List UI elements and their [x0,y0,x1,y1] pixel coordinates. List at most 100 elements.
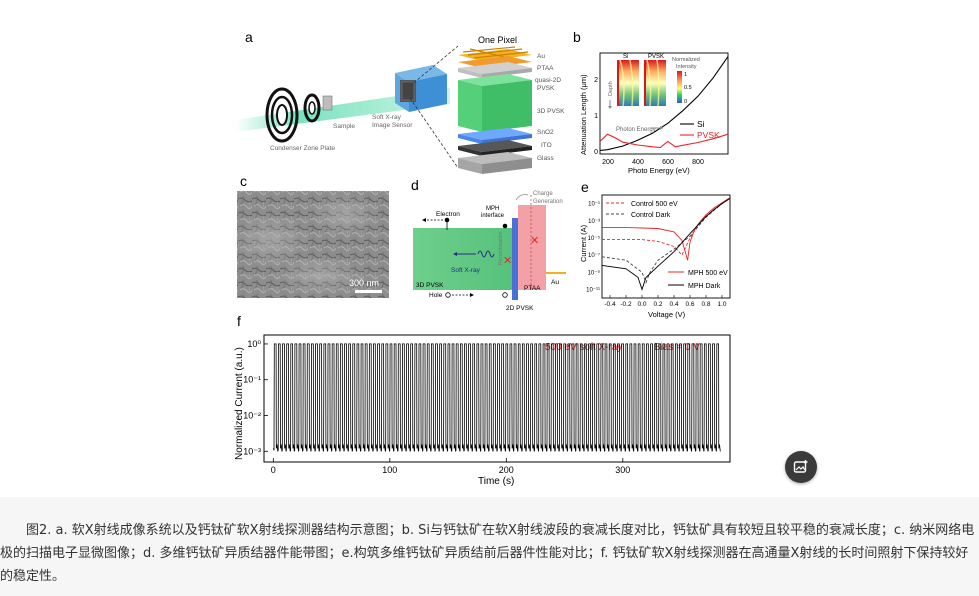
band-ptaa [518,205,546,290]
inset-intensity: Intensity [676,64,697,70]
condenser-zone-plate [265,87,321,143]
panel-b-xtick-800: 800 [692,159,704,166]
panel-b-ylabel: Attenuation Length (μm) [579,74,588,155]
layer-label-glass: Glass [537,155,554,162]
pvsk3d-label: 3D PVSK [416,282,444,289]
panel-e-letter: e [581,179,589,195]
au-layer [458,46,532,61]
panel-f-xtick: 300 [615,465,630,475]
inset-photon: Photon Energy [616,127,656,133]
au-label: Au [551,279,559,286]
panel-f-ylabel: Normalized Current (a.u.) [234,347,245,460]
mph-label-1: MPH [486,206,499,212]
panel-b: b Attenuation Length (μm) Photo Energy (… [573,29,729,175]
legend-mph-dark: MPH Dark [688,283,721,290]
panel-e-ytick-group: 10⁻¹ 10⁻³ 10⁻⁵ 10⁻⁷ 10⁻⁹ 10⁻¹¹ [586,202,600,294]
panel-b-ytick-2: 2 [594,77,598,84]
hole-label: Hole [429,292,443,299]
charge-gen-1: Charge [533,191,553,197]
layer-label-quasi2d: quasi-2D [535,77,561,84]
electron-label: Electron [436,211,460,218]
sample-label: Sample [333,123,355,130]
panel-f-xlabel: Time (s) [478,476,514,487]
panel-f-ytick: 10⁻³ [243,446,261,456]
panel-f-axes [263,334,731,463]
layer-label-3dpvsk: 3D PVSK [537,108,565,115]
caption-area: 图2. a. 软X射线成像系统以及钙钛矿软X射线探测器结构示意图；b. Si与钙… [0,497,979,596]
panel-b-letter: b [573,29,581,45]
panel-b-xtick-200: 200 [602,159,614,166]
panel-f-title: 500 eV soft X-ray [545,342,622,353]
legend-control-500: Control 500 eV [631,201,678,208]
panel-f-ytick: 10⁻² [243,410,261,420]
legend-control-dark: Control Dark [631,212,671,219]
layer-label-sno2: SnO2 [537,129,554,136]
recombination-x: ✕ [503,255,512,267]
sno2-layer [458,128,532,140]
panel-b-axes [599,52,729,155]
panel-c-letter: c [240,173,247,189]
band-2d-pvsk [512,218,518,300]
panel-b-xlabel: Photo Energy (eV) [628,166,690,175]
panel-c: c 300 nm [230,173,389,298]
inset-scale-05: 0.5 [684,85,692,91]
panel-e-ytick: 10⁻¹ [588,202,600,208]
recombination-label: Recombination [498,231,504,265]
inset-depth: Depth [608,81,614,96]
panel-e-ytick: 10⁻⁷ [588,252,600,259]
panel-f: f Normalized Current (a.u.) Time (s) 500… [234,313,731,487]
pixel-title: One Pixel [478,35,517,45]
ito-layer [458,140,532,152]
panel-e-series-1 [601,198,731,284]
panel-e-xtick: -0.2 [620,301,632,308]
panel-b-series-1 [599,133,729,149]
panel-e-ytick: 10⁻³ [588,219,600,225]
ptaa-x: ✕ [530,235,539,247]
pvsk2d-label: 2D PVSK [506,305,534,312]
panel-f-ytick-group: 10⁰ 10⁻¹ 10⁻² 10⁻³ [243,339,268,456]
panel-e-ytick: 10⁻⁵ [588,235,601,242]
sensor-label-1: Soft X-ray [372,114,402,121]
panel-d-letter: d [411,177,419,193]
panel-f-xtick: 200 [499,465,514,475]
panel-e-xtick: 0.8 [701,301,710,308]
ptaa-label: PTAA [524,285,541,292]
panel-e-xtick: 0.4 [669,301,678,308]
charge-gen-2: Generation [533,199,563,205]
panel-e-xtick: -0.4 [604,301,616,308]
layer-label-au: Au [537,53,545,60]
panel-a-letter: a [245,29,253,45]
add-image-button[interactable] [785,451,817,483]
layer-label-ito: ITO [541,142,552,149]
pvsk3d-top [458,74,532,86]
panel-e-xtick: 1.0 [717,301,726,308]
panel-b-inset: Si PVSK Normalized Intensity 1 0.5 0 Dep… [608,54,700,133]
condenser-label: Condenser Zone Plate [270,145,335,152]
sample-square [322,95,333,111]
soft-xray-label: Soft X-ray [451,267,481,274]
panel-a: a Condenser Zone Plate Sample Soft X-ray… [235,29,565,174]
panel-e-ylabel: Current (A) [579,224,588,262]
figure-caption: 图2. a. 软X射线成像系统以及钙钛矿软X射线探测器结构示意图；b. Si与钙… [0,523,975,584]
scale-bar [355,290,382,293]
panel-f-ytick: 10⁰ [247,339,261,349]
panel-e-xtick: 0.6 [685,301,694,308]
panel-f-xtick-group: 0 100 200 300 [271,458,630,475]
panel-b-ytick-1: 1 [594,113,598,120]
inset-norm: Normalized [672,57,700,63]
inset-pvsk: PVSK [648,54,664,60]
figure: a Condenser Zone Plate Sample Soft X-ray… [230,29,731,487]
inset-si: Si [623,54,628,60]
band-au [546,272,566,274]
sensor-label-2: Image Sensor [372,122,413,129]
panel-e-series-3 [601,198,731,291]
legend-pvsk: PVSK [697,130,720,140]
panel-e-xtick-group: -0.4 -0.2 0.0 0.2 0.4 0.6 0.8 1.0 [604,295,727,308]
glass-layer [458,152,532,164]
panel-f-series [272,343,721,452]
panel-f-ytick: 10⁻¹ [243,375,261,385]
panel-f-lines [272,343,721,452]
quasi2d-top [458,62,532,74]
layer-label-ptaa: PTAA [537,65,554,72]
figure-svg: a Condenser Zone Plate Sample Soft X-ray… [230,29,731,487]
